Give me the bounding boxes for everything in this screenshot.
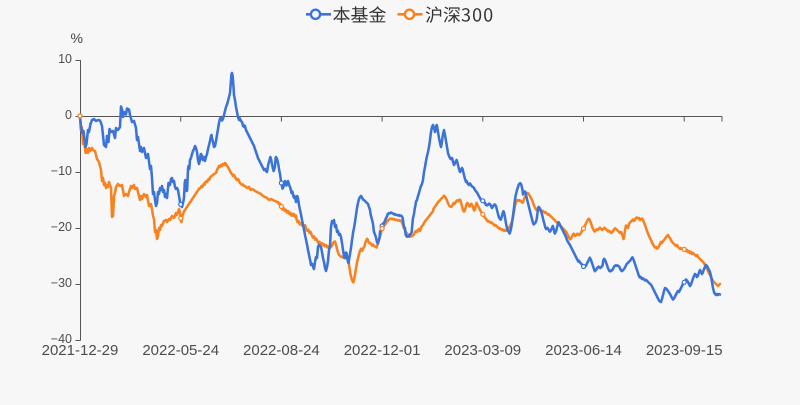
svg-text:2022-05-24: 2022-05-24 [142,342,219,359]
svg-text:−40: −40 [51,332,72,346]
svg-text:2023-03-09: 2023-03-09 [444,342,521,359]
svg-text:2023-09-15: 2023-09-15 [646,342,723,359]
svg-text:10: 10 [58,52,72,66]
svg-text:0: 0 [65,108,72,122]
svg-text:%: % [71,30,83,46]
svg-text:−20: −20 [51,220,72,234]
svg-text:2022-08-24: 2022-08-24 [243,342,320,359]
svg-text:2023-06-14: 2023-06-14 [545,342,622,359]
svg-text:−10: −10 [51,164,72,178]
svg-text:−30: −30 [51,276,72,290]
svg-text:2021-12-29: 2021-12-29 [42,342,119,359]
svg-text:2022-12-01: 2022-12-01 [344,342,421,359]
